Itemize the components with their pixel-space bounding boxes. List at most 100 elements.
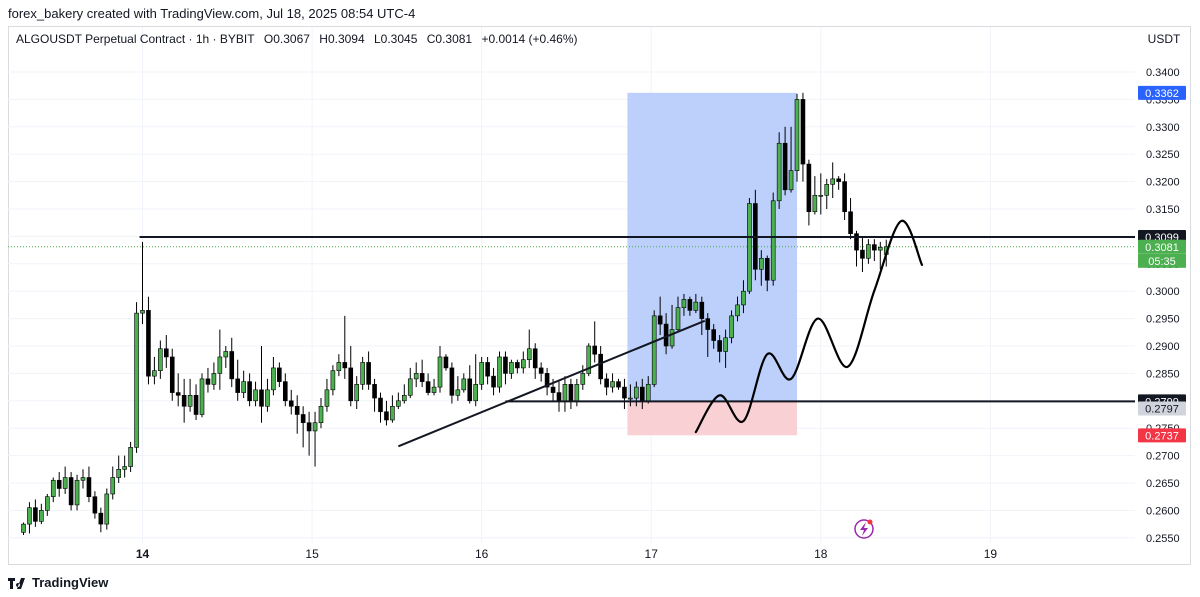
candle-up [723,337,728,352]
candle-down [175,392,181,396]
price-tag-label: 0.3081 [1145,242,1179,254]
candle-up [610,381,615,388]
candle-up [877,247,883,251]
candle-down [205,378,211,385]
lightning-icon[interactable] [854,519,874,539]
date-label: 17 [645,547,659,561]
candle-up [116,468,121,478]
candle-down [592,345,598,355]
candle-up [390,405,395,421]
candle-up [580,373,586,385]
candle-up [794,99,800,171]
candle-up [396,400,401,407]
candle-down [169,356,175,393]
candle-down [229,351,235,380]
candle-up [675,307,681,330]
candle-down [544,373,550,388]
tradingview-logo-icon [8,577,28,589]
price-tick-label: 0.2550 [1146,533,1180,545]
candle-up [830,178,836,185]
candle-up [140,310,145,314]
trendline [397,319,706,448]
date-label: 14 [136,547,150,561]
candle-down [764,258,770,281]
candle-up [473,384,479,402]
candle-up [253,389,258,402]
price-tag-label: 0.2737 [1145,430,1179,442]
candle-down [384,411,389,421]
tradingview-brand[interactable]: TradingView [8,575,108,590]
candle-down [639,386,645,402]
price-tag-label: 0.3362 [1145,88,1179,100]
candle-up [497,356,502,388]
candle-down [288,400,294,407]
candle-down [836,178,841,182]
price-tick-label: 0.3300 [1146,122,1180,134]
date-label: 16 [475,547,489,561]
candle-up [651,315,657,385]
candle-down [300,414,306,424]
candle-down [372,384,377,399]
candle-up [27,507,32,525]
candle-up [729,315,734,339]
candle-up [354,384,360,402]
candle-down [687,299,693,311]
candle-down [425,381,431,393]
candle-up [586,345,592,374]
price-change: +0.0014 (+0.46%) [481,32,578,46]
candle-up [324,389,330,407]
ohlc-high: H0.3094 [319,32,365,46]
candle-down [33,507,38,522]
candle-up [431,386,437,393]
candle-up [455,389,461,396]
candle-down [56,479,62,489]
price-tick-label: 0.3250 [1146,149,1180,161]
candle-down [277,367,282,382]
candle-down [247,381,252,402]
symbol-legend: ALGOUSDT Perpetual Contract · 1h · BYBIT… [16,32,584,46]
candle-up [741,290,746,306]
candle-up [74,479,80,506]
candle-down [800,99,806,165]
candle-up [360,362,365,385]
projection-path [694,219,924,434]
candle-down [491,375,496,388]
candle-up [628,397,633,400]
candle-down [348,367,354,402]
candle-up [110,477,116,495]
price-tick-label: 0.2950 [1146,314,1180,326]
symbol-name[interactable]: ALGOUSDT Perpetual Contract · 1h · BYBIT [16,32,255,46]
candle-up [479,362,484,385]
candle-down [378,397,383,413]
price-tick-label: 0.2900 [1146,341,1180,353]
candle-up [562,384,568,402]
candle-up [158,348,163,371]
currency-selector[interactable]: USDT [1147,32,1181,46]
candle-up [211,373,217,385]
candle-down [854,233,859,251]
price-tick-label: 0.3400 [1146,67,1180,79]
candle-down [550,386,556,393]
candle-up [50,479,56,498]
candle-down [503,356,508,374]
candle-up [437,356,443,388]
candle-down [294,405,300,415]
candle-down [711,329,717,341]
candle-up [265,389,270,407]
candle-up [866,244,871,259]
candle-up [776,142,782,202]
price-tick-label: 0.2700 [1146,451,1180,463]
ohlc-low: L0.3045 [374,32,418,46]
candle-up [735,304,740,317]
candle-down [449,367,455,396]
candle-down [538,367,544,374]
candle-down [98,512,104,525]
price-tag-gray [1138,401,1186,416]
chart-frame [8,26,1191,565]
candle-down [342,362,348,369]
price-tag-green [1138,239,1186,254]
candle-up [788,170,794,191]
candle-down [366,362,371,385]
candle-down [515,362,520,369]
